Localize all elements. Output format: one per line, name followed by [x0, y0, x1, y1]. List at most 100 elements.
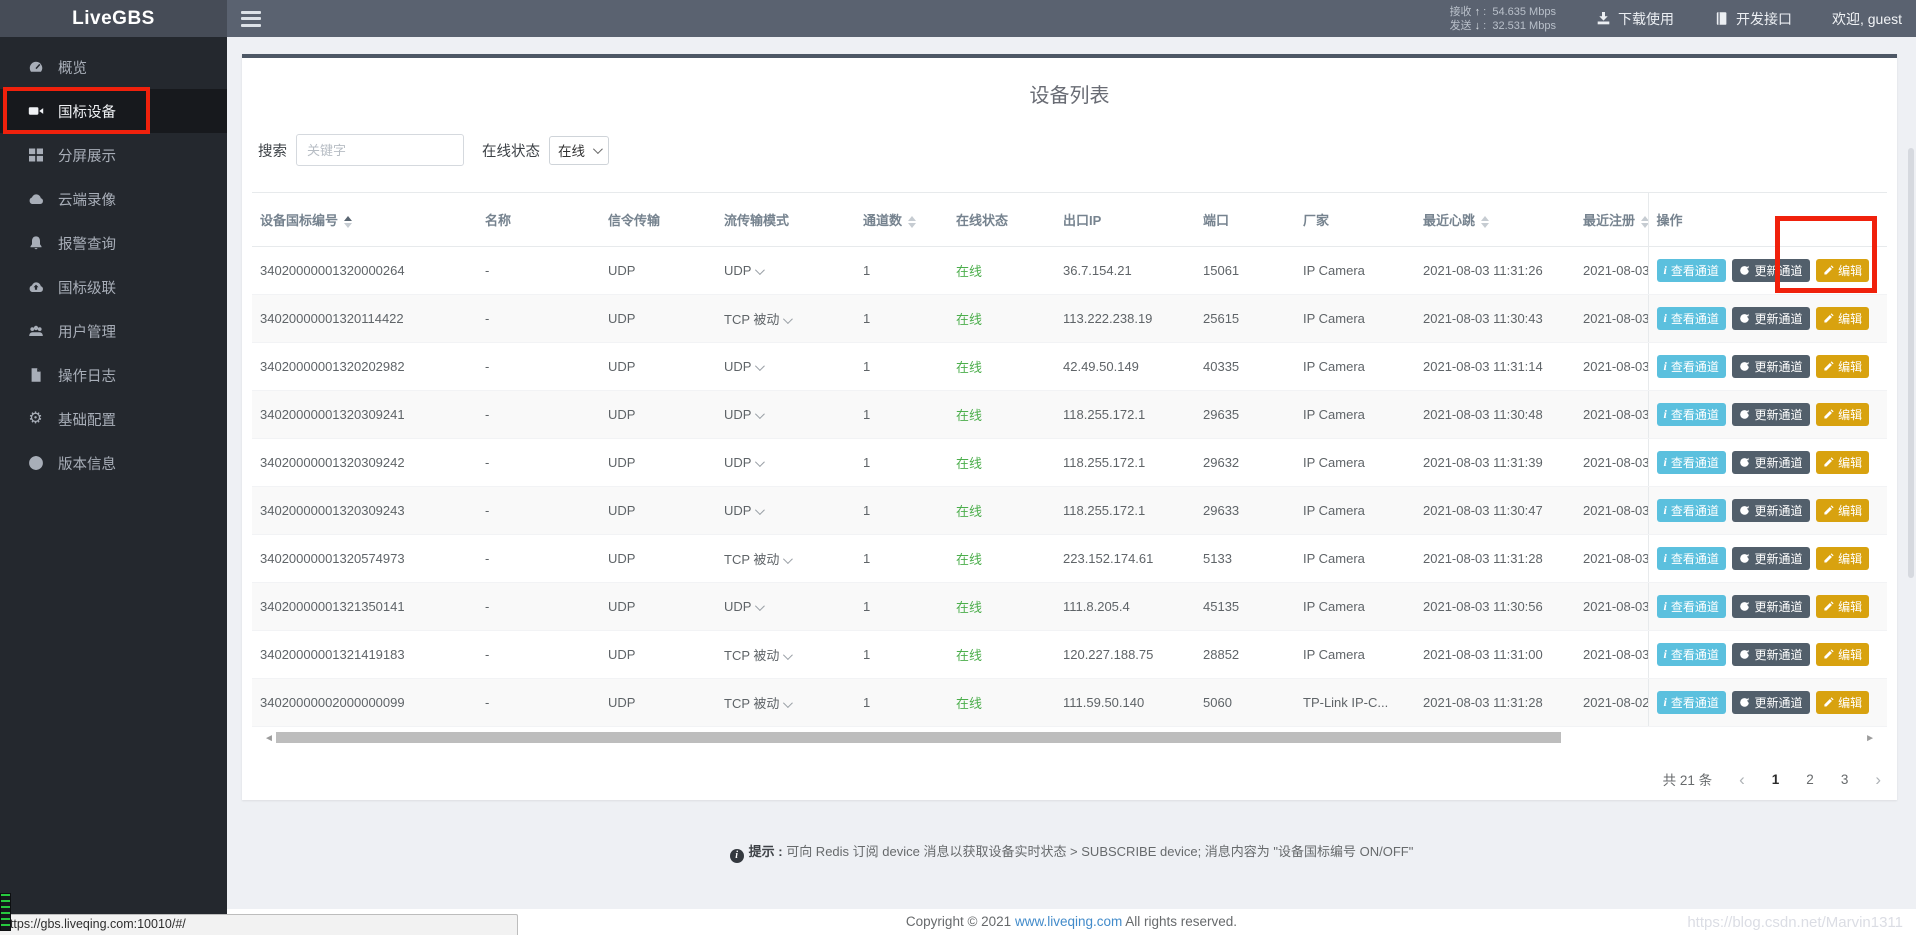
col-heartbeat[interactable]: 最近心跳	[1415, 192, 1575, 247]
update-channels-button[interactable]: 更新通道	[1732, 643, 1810, 666]
edit-button[interactable]: 编辑	[1816, 595, 1870, 618]
app-logo[interactable]: LiveGBS	[0, 0, 227, 37]
stream-mode-cell[interactable]: TCP 被动	[716, 678, 855, 727]
view-channels-button[interactable]: i 查看通道	[1656, 355, 1726, 378]
stream-mode-cell[interactable]: TCP 被动	[716, 294, 855, 343]
col-registered[interactable]: 最近注册	[1575, 192, 1648, 247]
sidebar-item-alarm-query[interactable]: 报警查询	[0, 221, 227, 265]
download-link[interactable]: 下载使用	[1596, 9, 1674, 29]
refresh-icon	[1740, 265, 1750, 275]
heartbeat-cell: 2021-08-03 11:31:28	[1415, 678, 1575, 727]
ip-cell: 120.227.188.75	[1055, 630, 1195, 679]
heartbeat-cell: 2021-08-03 11:31:14	[1415, 342, 1575, 391]
chevron-down-icon	[754, 505, 765, 516]
col-device-id[interactable]: 设备国标编号	[252, 192, 477, 247]
update-channels-button[interactable]: 更新通道	[1732, 307, 1810, 330]
stream-mode-cell[interactable]: UDP	[716, 246, 855, 295]
sidebar-item-user-management[interactable]: 用户管理	[0, 309, 227, 353]
channel-count-cell: 1	[855, 390, 948, 439]
online-status-select[interactable]: 在线	[549, 135, 609, 165]
stream-mode-cell[interactable]: UDP	[716, 486, 855, 535]
view-channels-button[interactable]: i 查看通道	[1656, 643, 1726, 666]
edit-button[interactable]: 编辑	[1816, 307, 1870, 330]
api-docs-link[interactable]: 开发接口	[1714, 9, 1792, 29]
scrollbar-thumb[interactable]	[276, 732, 1561, 743]
col-ip: 出口IP	[1055, 192, 1195, 247]
stream-mode-cell[interactable]: TCP 被动	[716, 534, 855, 583]
port-cell: 29632	[1195, 438, 1295, 487]
sort-icon	[1641, 215, 1648, 228]
view-channels-button[interactable]: i 查看通道	[1656, 403, 1726, 426]
chevron-down-icon	[754, 265, 765, 276]
sidebar-item-gb-cascade[interactable]: 国标级联	[0, 265, 227, 309]
scroll-left-icon[interactable]: ◄	[264, 733, 274, 744]
update-channels-button[interactable]: 更新通道	[1732, 595, 1810, 618]
info-icon: i	[1663, 407, 1667, 421]
sidebar-toggle-icon[interactable]	[241, 10, 261, 27]
signal-mode-cell: UDP	[600, 342, 716, 391]
col-channels[interactable]: 通道数	[855, 192, 948, 247]
edit-button[interactable]: 编辑	[1816, 451, 1870, 474]
table-row: 34020000001321350141 - UDP UDP 1 在线 111.…	[252, 582, 1887, 631]
edit-button[interactable]: 编辑	[1816, 403, 1870, 426]
sidebar-item-base-config[interactable]: ⚙ 基础配置	[28, 410, 116, 429]
vertical-scrollbar-thumb[interactable]	[1908, 148, 1914, 578]
view-channels-button[interactable]: i 查看通道	[1656, 451, 1726, 474]
view-channels-button[interactable]: i 查看通道	[1656, 259, 1726, 282]
edit-button[interactable]: 编辑	[1816, 259, 1870, 282]
edit-button[interactable]: 编辑	[1816, 499, 1870, 522]
vendor-cell: IP Camera	[1295, 438, 1415, 487]
update-channels-button[interactable]: 更新通道	[1732, 451, 1810, 474]
sidebar-item-cloud-record[interactable]: 云端录像	[0, 177, 227, 221]
view-channels-button[interactable]: i 查看通道	[1656, 691, 1726, 714]
online-status-cell: 在线	[948, 630, 1055, 679]
edit-button[interactable]: 编辑	[1816, 691, 1870, 714]
registered-cell: 2021-08-03	[1575, 534, 1648, 583]
user-menu[interactable]: 欢迎, guest	[1831, 10, 1902, 27]
table-row: 34020000001320000264 - UDP UDP 1 在线 36.7…	[252, 246, 1887, 295]
registered-cell: 2021-08-03	[1575, 390, 1648, 439]
info-icon: i	[1663, 551, 1667, 565]
edit-button[interactable]: 编辑	[1816, 547, 1870, 570]
send-rate: 32.531 Mbps	[1492, 19, 1556, 32]
update-channels-button[interactable]: 更新通道	[1732, 499, 1810, 522]
view-channels-button[interactable]: i 查看通道	[1656, 307, 1726, 330]
sidebar-item-version-info[interactable]: 版本信息	[0, 441, 227, 485]
update-channels-button[interactable]: 更新通道	[1732, 691, 1810, 714]
sidebar-item-overview[interactable]: 概览	[0, 45, 227, 89]
view-channels-button[interactable]: i 查看通道	[1656, 547, 1726, 570]
actions-cell: i 查看通道 更新通道 编辑	[1647, 486, 1887, 535]
refresh-icon	[1740, 361, 1750, 371]
page-3[interactable]: 3	[1840, 771, 1849, 787]
scroll-right-icon[interactable]: ►	[1865, 733, 1875, 744]
update-channels-button[interactable]: 更新通道	[1732, 547, 1810, 570]
search-input[interactable]	[296, 134, 464, 166]
device-id-cell: 34020000001320309241	[252, 390, 477, 439]
device-name-cell: -	[477, 630, 600, 679]
liveqing-link[interactable]: www.liveqing.com	[1014, 914, 1123, 929]
table-row: 34020000001320202982 - UDP UDP 1 在线 42.4…	[252, 342, 1887, 391]
view-channels-button[interactable]: i 查看通道	[1656, 499, 1726, 522]
page-1[interactable]: 1	[1771, 771, 1780, 787]
prev-page-icon[interactable]: ‹	[1739, 769, 1745, 789]
next-page-icon[interactable]: ›	[1875, 769, 1881, 789]
page-2[interactable]: 2	[1806, 771, 1814, 787]
update-channels-button[interactable]: 更新通道	[1732, 259, 1810, 282]
update-channels-button[interactable]: 更新通道	[1732, 403, 1810, 426]
port-cell: 28852	[1195, 630, 1295, 679]
stream-mode-cell[interactable]: UDP	[716, 582, 855, 631]
signal-mode-cell: UDP	[600, 534, 716, 583]
sidebar-item-operation-log[interactable]: 操作日志	[0, 353, 227, 397]
view-channels-button[interactable]: i 查看通道	[1656, 595, 1726, 618]
sidebar-item-split-screen[interactable]: 分屏展示	[0, 133, 227, 177]
edit-button[interactable]: 编辑	[1816, 355, 1870, 378]
stream-mode-cell[interactable]: UDP	[716, 342, 855, 391]
edit-button[interactable]: 编辑	[1816, 643, 1870, 666]
horizontal-scrollbar[interactable]: ◄ ►	[262, 730, 1877, 745]
table-row: 34020000001320574973 - UDP TCP 被动 1 在线 2…	[252, 534, 1887, 583]
stream-mode-cell[interactable]: TCP 被动	[716, 630, 855, 679]
stream-mode-cell[interactable]: UDP	[716, 438, 855, 487]
stream-mode-cell[interactable]: UDP	[716, 390, 855, 439]
sidebar-item-gb-devices[interactable]: 国标设备	[0, 89, 227, 133]
update-channels-button[interactable]: 更新通道	[1732, 355, 1810, 378]
